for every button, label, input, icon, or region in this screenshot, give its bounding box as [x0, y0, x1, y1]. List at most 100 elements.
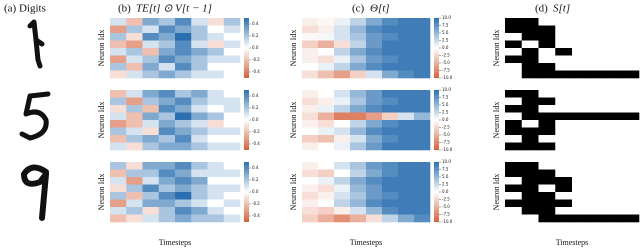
heatmap-cell	[223, 63, 241, 71]
heatmap-cell	[334, 135, 351, 143]
heatmap-cell	[142, 112, 160, 121]
heatmap-cell	[175, 177, 192, 185]
heatmap-cell	[398, 55, 415, 64]
heatmap-cell	[366, 40, 383, 49]
heatmap-cell	[505, 162, 523, 170]
colorbar-tick-label: -0.4	[252, 141, 260, 146]
heatmap-cell	[302, 25, 319, 34]
colorbar-tick-label: -5.0	[442, 204, 450, 209]
heatmap-cell	[538, 120, 556, 128]
heatmap-cell	[398, 169, 415, 178]
heatmap-cell	[398, 70, 415, 79]
heatmap-cell	[350, 135, 367, 143]
heatmap-cell	[142, 207, 160, 215]
heatmap-cell	[175, 105, 192, 113]
heatmap-cell	[605, 177, 623, 185]
heatmap-cell	[334, 184, 351, 193]
heatmap-cell	[110, 214, 127, 223]
heatmap-cell	[521, 70, 539, 79]
heatmap-cell	[191, 97, 208, 106]
heatmap-cell	[505, 177, 523, 185]
heatmap-cell	[521, 135, 539, 143]
heatmap-cell	[318, 162, 335, 170]
colorbar	[244, 18, 249, 78]
heatmap-cell	[126, 177, 143, 185]
heatmap-cell	[175, 199, 192, 208]
heatmap-cell	[302, 127, 319, 136]
heatmap-cell	[414, 55, 431, 64]
heatmap-cell	[555, 184, 573, 193]
heatmap-cell	[158, 90, 176, 98]
heatmap-cell	[142, 177, 160, 185]
heatmap-cell	[572, 97, 590, 106]
heatmap-cell	[538, 142, 556, 151]
heatmap-cell	[334, 214, 351, 223]
heatmap-cell	[622, 55, 640, 64]
heatmap-cell	[191, 207, 208, 215]
heatmap-cell	[572, 120, 590, 128]
heatmap-cell	[334, 169, 351, 178]
heatmap-cell	[588, 105, 606, 113]
heatmap-cell	[110, 177, 127, 185]
heatmap-cell	[175, 25, 192, 34]
heatmap-cell	[334, 48, 351, 56]
heatmap-cell	[110, 162, 127, 170]
heatmap-cell	[605, 142, 623, 151]
heatmap-cell	[538, 18, 556, 26]
heatmap-cell	[398, 192, 415, 200]
heatmap-cell	[398, 25, 415, 34]
heatmap-cell	[110, 199, 127, 208]
heatmap-cell	[158, 199, 176, 208]
heatmap-cell	[382, 63, 399, 71]
heatmap-cell	[521, 177, 539, 185]
heatmap-cell	[588, 18, 606, 26]
heatmap-cell	[110, 48, 127, 56]
heatmap-cell	[521, 40, 539, 49]
heatmap-cell	[414, 169, 431, 178]
colorbar-tick-label: 0.2	[252, 105, 259, 110]
heatmap-cell	[223, 120, 241, 128]
colorbar-tick-label: -0.4	[252, 69, 260, 74]
heatmap-cell	[191, 135, 208, 143]
heatmap-cell	[318, 25, 335, 34]
heatmap-cell	[538, 112, 556, 121]
heatmap-cell	[175, 184, 192, 193]
heatmap-cell	[126, 192, 143, 200]
heatmap-cell	[572, 177, 590, 185]
heatmap-cell	[572, 18, 590, 26]
y-axis-label: Neuron Idx	[492, 102, 501, 139]
heatmap-cell	[350, 105, 367, 113]
heatmap-cell	[588, 70, 606, 79]
heatmap-cell	[555, 207, 573, 215]
heatmap-cell	[110, 105, 127, 113]
heatmap-cell	[350, 90, 367, 98]
heatmap-cell	[142, 135, 160, 143]
colorbar-tick-label: -5.0	[442, 60, 450, 65]
heatmap-cell	[158, 127, 176, 136]
heatmap-cell	[572, 162, 590, 170]
panel-label: (a) Digits	[4, 3, 46, 15]
heatmap-cell	[334, 120, 351, 128]
heatmap-cell	[382, 48, 399, 56]
heatmap-cell	[398, 97, 415, 106]
colorbar-tick-label: -10.0	[442, 147, 453, 152]
heatmap-cell	[588, 177, 606, 185]
heatmap-cell	[318, 55, 335, 64]
heatmap-cell	[588, 135, 606, 143]
heatmap-cell	[318, 48, 335, 56]
heatmap-cell	[538, 207, 556, 215]
panel-label: (b)	[118, 3, 131, 15]
heatmap-cell	[142, 169, 160, 178]
heatmap-cell	[350, 127, 367, 136]
heatmap-cell	[350, 48, 367, 56]
heatmap-cell	[302, 105, 319, 113]
heatmap-cell	[622, 177, 640, 185]
heatmap-cell	[223, 112, 241, 121]
heatmap-cell	[538, 135, 556, 143]
heatmap-cell	[334, 18, 351, 26]
heatmap-cell	[521, 207, 539, 215]
heatmap-cell	[175, 55, 192, 64]
heatmap-cell	[605, 135, 623, 143]
heatmap-cell	[158, 25, 176, 34]
heatmap-cell	[605, 192, 623, 200]
